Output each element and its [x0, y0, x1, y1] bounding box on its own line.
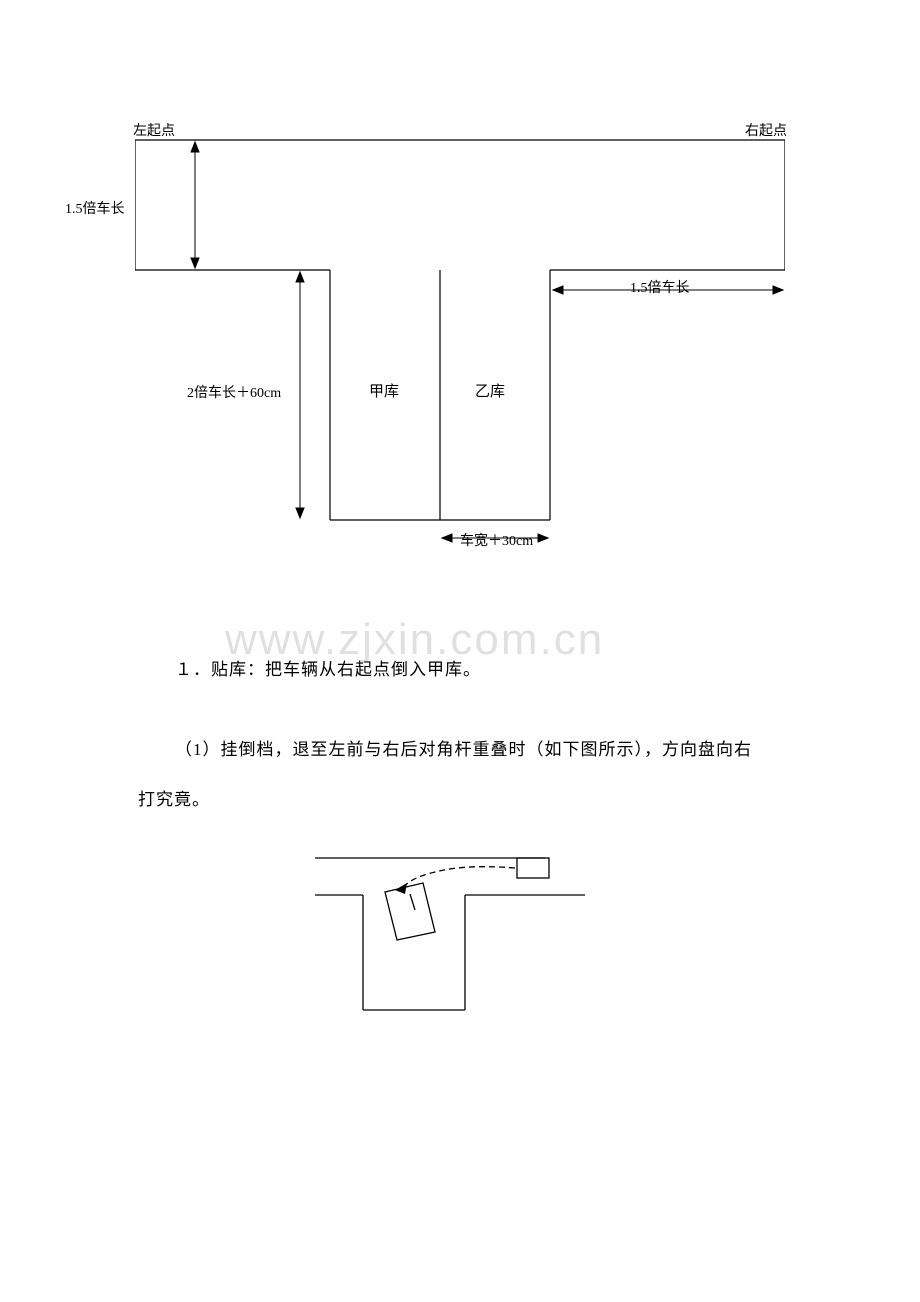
label-right-start: 右起点	[745, 120, 787, 140]
diagram2-svg	[315, 850, 585, 1020]
paragraph-3: 打究竟。	[138, 780, 758, 821]
page: 左起点 右起点 1.5倍车长 2倍车长＋60cm 1.5倍车长 车宽＋30cm …	[0, 0, 920, 1302]
label-left-dim: 2倍车长＋60cm	[187, 382, 281, 402]
label-garage-a: 甲库	[369, 380, 399, 401]
label-right-dim: 1.5倍车长	[630, 277, 690, 297]
label-top-dim: 1.5倍车长	[65, 198, 125, 218]
paragraph-2: （1）挂倒档，退至左前与右后对角杆重叠时（如下图所示），方向盘向右	[175, 730, 795, 771]
label-bottom-dim: 车宽＋30cm	[460, 530, 533, 550]
parking-layout-diagram: 左起点 右起点 1.5倍车长 2倍车长＋60cm 1.5倍车长 车宽＋30cm …	[135, 120, 785, 550]
diagram1-svg	[135, 120, 785, 550]
label-garage-b: 乙库	[475, 380, 505, 401]
label-left-start: 左起点	[133, 120, 175, 140]
paragraph-1: １．贴库：把车辆从右起点倒入甲库。	[175, 650, 785, 691]
maneuver-diagram	[315, 850, 585, 1010]
